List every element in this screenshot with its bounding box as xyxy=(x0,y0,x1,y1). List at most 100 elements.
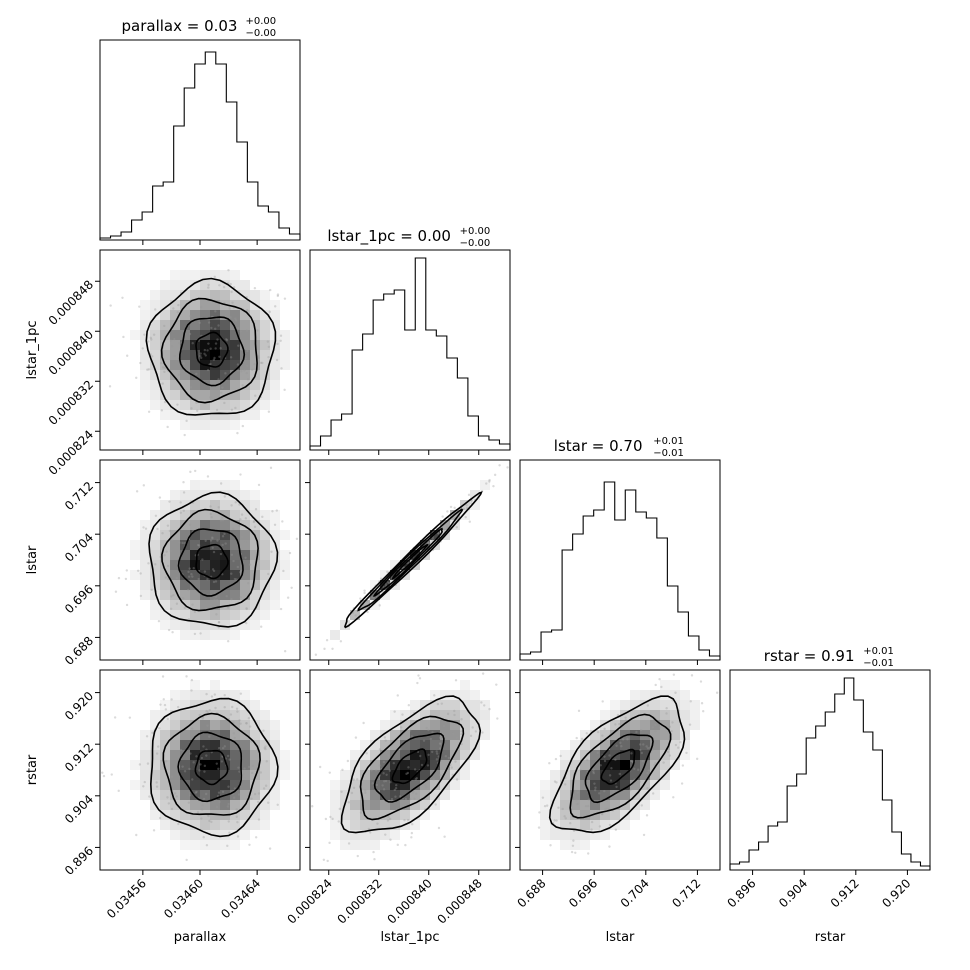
density-cell xyxy=(200,270,210,280)
density-cell xyxy=(420,540,430,550)
density-cell xyxy=(260,300,270,310)
scatter-point xyxy=(204,792,208,796)
scatter-point xyxy=(389,838,392,841)
density-cell xyxy=(640,700,650,710)
density-cell xyxy=(240,600,250,610)
scatter-point xyxy=(211,536,214,539)
density-cell xyxy=(620,800,630,810)
density-cell xyxy=(650,740,660,750)
density-cell xyxy=(170,550,180,560)
density-cell xyxy=(590,750,600,760)
density-cell xyxy=(160,610,170,620)
density-cell xyxy=(260,560,270,570)
density-cell xyxy=(360,820,370,830)
scatter-point xyxy=(214,706,217,710)
scatter-point xyxy=(256,329,259,332)
density-cell xyxy=(380,810,390,820)
scatter-point xyxy=(212,569,216,573)
scatter-point xyxy=(243,767,246,770)
density-cell xyxy=(150,290,160,300)
title-lstar_1pc: lstar_1pc = 0.00 xyxy=(327,227,451,246)
density-cell xyxy=(240,830,250,840)
scatter-point xyxy=(652,792,655,795)
x-tick-label: 0.000832 xyxy=(334,876,384,926)
scatter-point xyxy=(555,781,558,784)
scatter-point xyxy=(288,551,292,555)
scatter-point xyxy=(238,524,241,528)
density-cell xyxy=(200,790,210,800)
scatter-point xyxy=(246,308,249,312)
density-cell xyxy=(410,730,420,740)
density-cell xyxy=(350,820,360,830)
density-cell xyxy=(250,730,260,740)
density-cell xyxy=(260,340,270,350)
scatter-point xyxy=(232,732,236,735)
scatter-point xyxy=(359,811,363,814)
scatter-point xyxy=(441,515,444,518)
density-cell xyxy=(600,790,610,800)
scatter-point xyxy=(220,391,223,394)
density-cell xyxy=(180,770,190,780)
density-cell xyxy=(280,560,290,570)
density-cell xyxy=(260,710,270,720)
density-cell xyxy=(160,500,170,510)
scatter-point xyxy=(651,748,654,752)
scatter-point xyxy=(220,760,224,763)
scatter-point xyxy=(411,791,414,794)
density-cell xyxy=(670,700,680,710)
scatter-point xyxy=(410,831,414,835)
density-cell xyxy=(250,790,260,800)
density-cell xyxy=(410,700,420,710)
scatter-point xyxy=(495,683,498,686)
density-cell xyxy=(180,730,190,740)
scatter-point xyxy=(331,647,334,651)
density-cell xyxy=(190,710,200,720)
scatter-point xyxy=(446,510,449,513)
panel-frame xyxy=(309,459,511,661)
density-cell xyxy=(470,700,480,710)
scatter-point xyxy=(431,731,434,734)
x-tick-label: 0.912 xyxy=(828,876,862,910)
density-cell xyxy=(190,510,200,520)
scatter-point xyxy=(639,748,642,752)
density-cell xyxy=(540,790,550,800)
scatter-point xyxy=(592,768,595,771)
scatter-point xyxy=(654,730,657,733)
scatter-point xyxy=(139,572,142,575)
density-cell xyxy=(190,780,200,790)
scatter-point xyxy=(238,503,241,506)
scatter-point xyxy=(619,741,622,745)
density-cell xyxy=(190,590,200,600)
scatter-point xyxy=(259,625,263,628)
density-cell xyxy=(200,350,210,360)
density-cell xyxy=(400,780,410,790)
density-cell xyxy=(230,510,240,520)
scatter-point xyxy=(462,507,466,511)
scatter-point xyxy=(575,799,578,802)
density-cell xyxy=(230,550,240,560)
scatter-point xyxy=(385,751,388,754)
density-cell xyxy=(230,290,240,300)
scatter-point xyxy=(666,750,670,754)
density-cell xyxy=(250,490,260,500)
scatter-point xyxy=(225,339,229,342)
scatter-point xyxy=(268,310,272,314)
density-cell xyxy=(280,330,290,340)
density-cell xyxy=(210,750,220,760)
density-cell xyxy=(230,360,240,370)
density-cell xyxy=(590,830,600,840)
scatter-point xyxy=(201,558,204,561)
density-cell xyxy=(240,290,250,300)
scatter-point xyxy=(590,820,594,824)
scatter-point xyxy=(245,722,248,725)
scatter-point xyxy=(452,732,455,736)
scatter-point xyxy=(290,586,293,590)
scatter-point xyxy=(253,362,256,366)
density-cell xyxy=(240,360,250,370)
scatter-point xyxy=(170,807,174,811)
density-cell xyxy=(470,730,480,740)
density-cell xyxy=(220,710,230,720)
scatter-point xyxy=(147,410,151,414)
density-cell xyxy=(350,800,360,810)
density-cell xyxy=(180,620,190,630)
